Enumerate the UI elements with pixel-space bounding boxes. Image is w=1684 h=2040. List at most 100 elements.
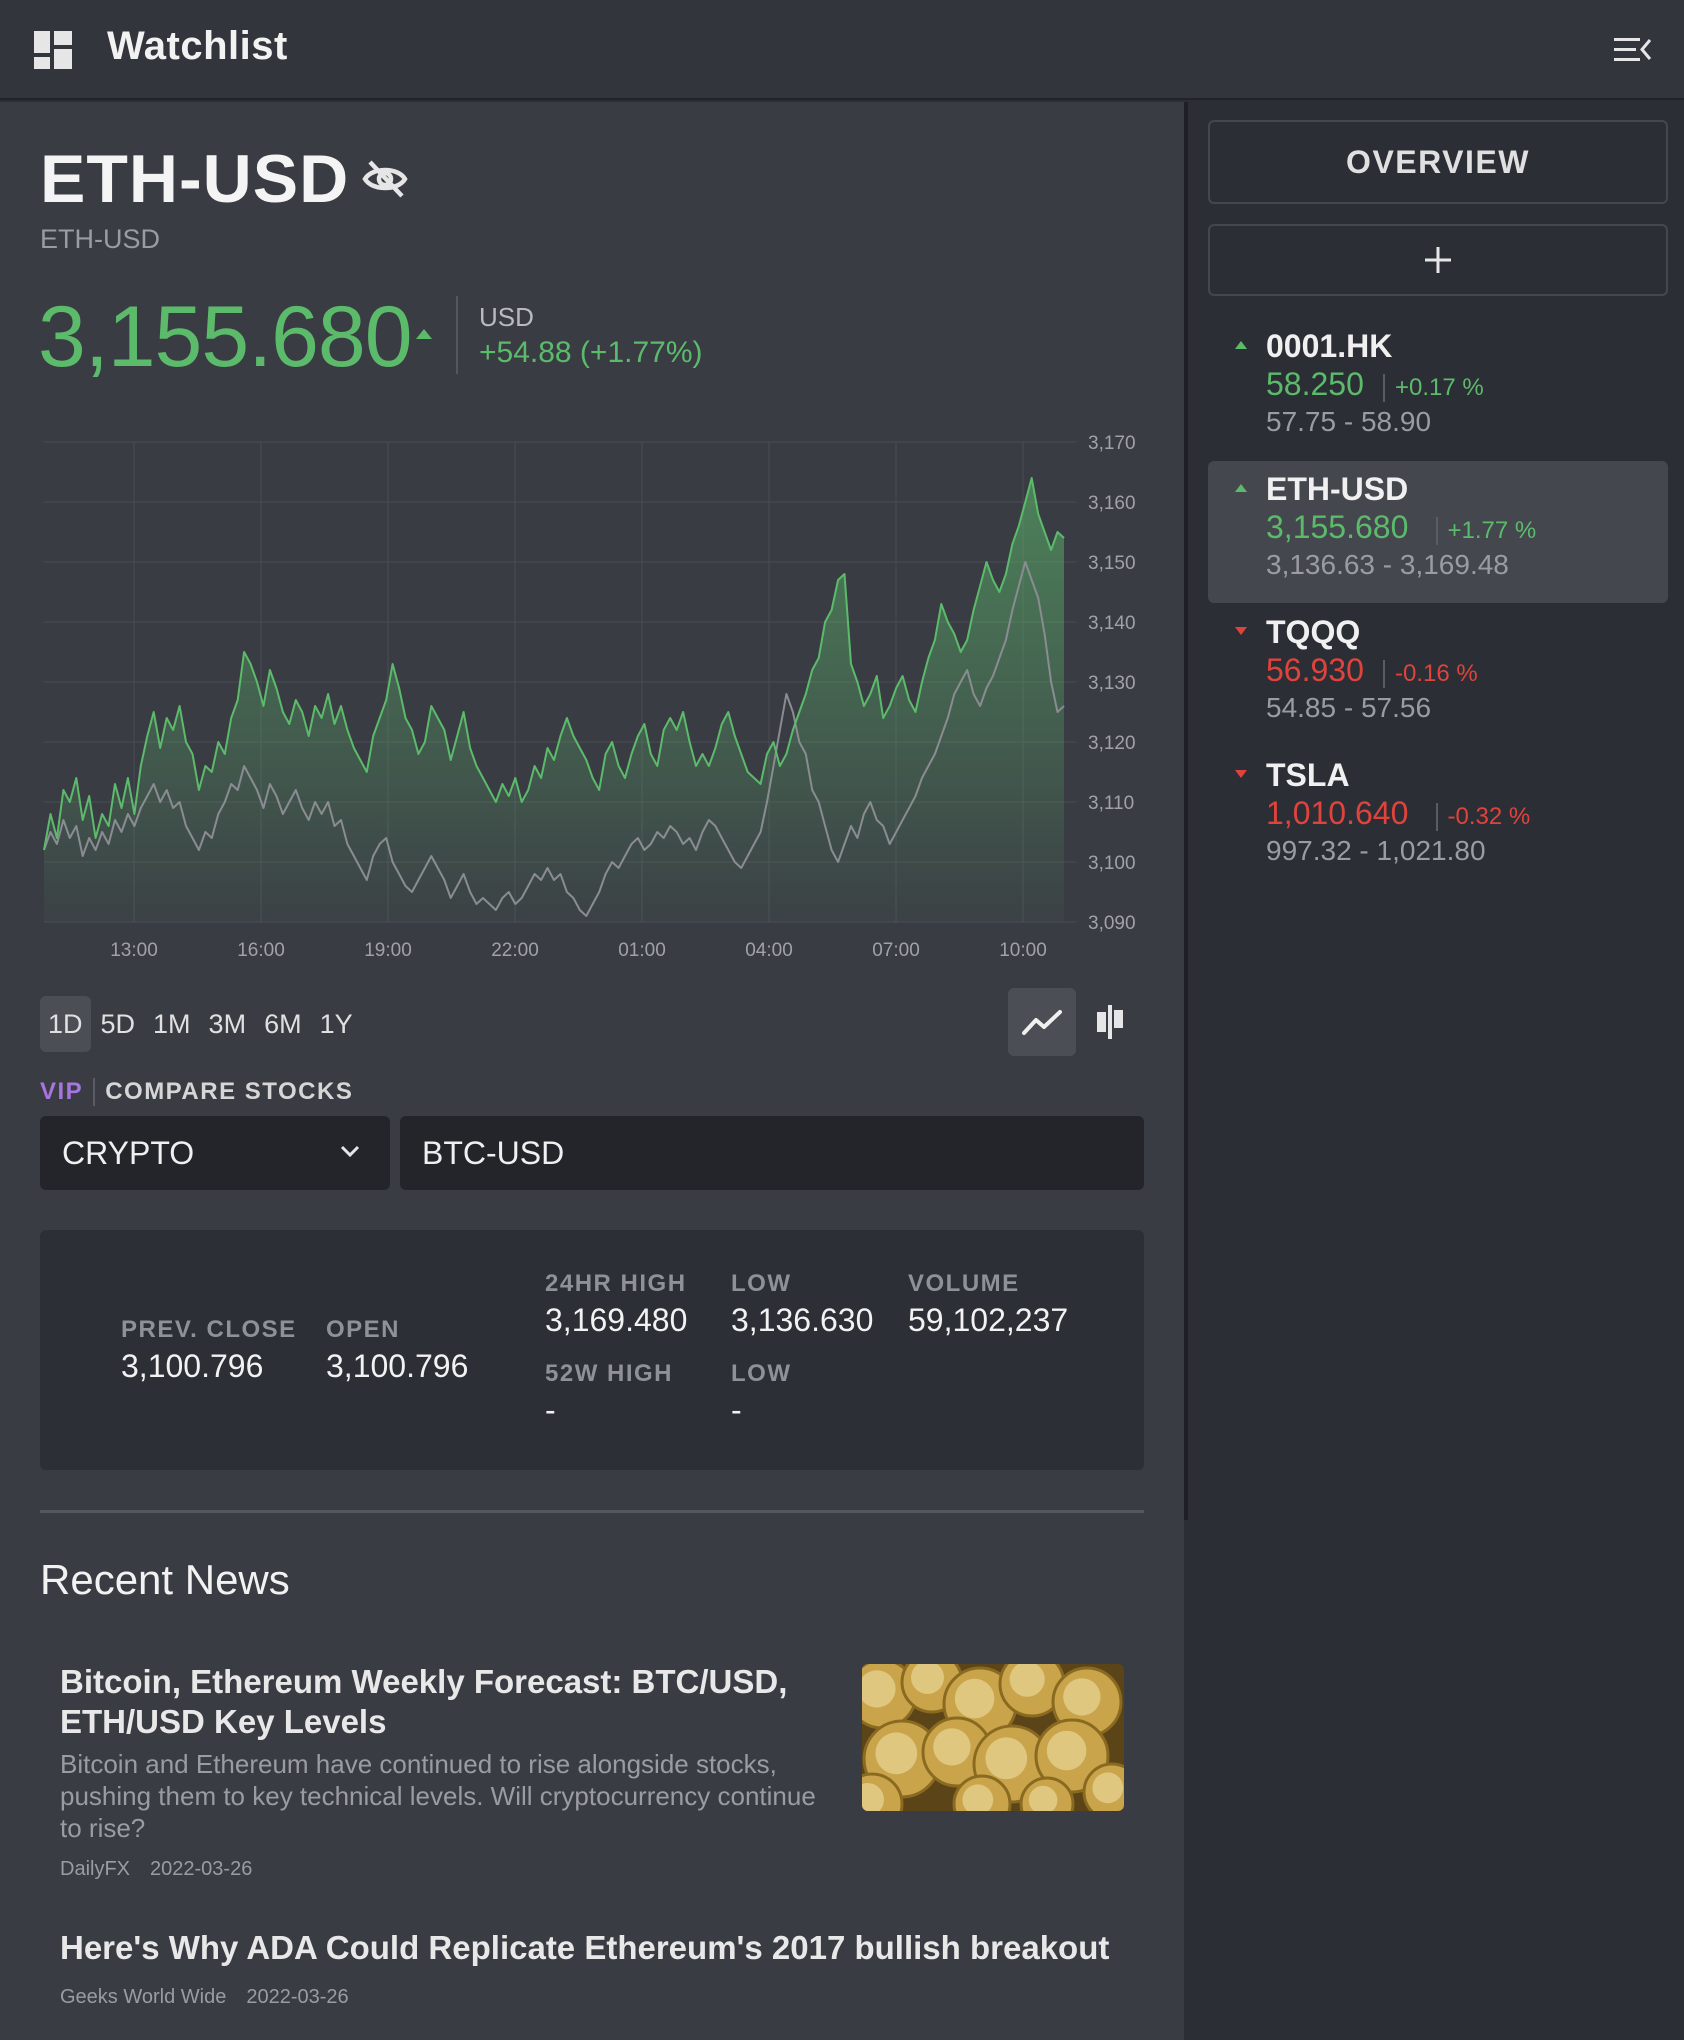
overview-button[interactable]: OVERVIEW bbox=[1208, 120, 1668, 204]
news-item[interactable]: Here's Why ADA Could Replicate Ethereum'… bbox=[60, 1928, 1140, 2009]
range-5d-button[interactable]: 5D bbox=[100, 1008, 136, 1039]
stat-label: 52W HIGH bbox=[545, 1360, 674, 1387]
price-currency: USD bbox=[479, 302, 534, 332]
news-thumbnail[interactable] bbox=[862, 1664, 1124, 1811]
current-price: 3,155.680 bbox=[38, 289, 413, 385]
news-title: Bitcoin, Ethereum Weekly Forecast: BTC/U… bbox=[60, 1663, 788, 1740]
y-tick-label: 3,160 bbox=[1088, 493, 1136, 514]
stat-label: 24HR HIGH bbox=[545, 1270, 687, 1297]
candlestick-chart-button[interactable] bbox=[1076, 988, 1144, 1056]
stat-52w-high: 52W HIGH - bbox=[545, 1360, 673, 1429]
asset-class-select[interactable]: CRYPTO bbox=[40, 1116, 390, 1190]
down-arrow-icon bbox=[1235, 627, 1247, 635]
y-tick-label: 3,110 bbox=[1088, 793, 1134, 814]
symbol-title: ETH-USD bbox=[40, 141, 350, 217]
stat-value: - bbox=[731, 1392, 742, 1428]
vip-badge: VIP bbox=[40, 1078, 84, 1105]
stat-24hr-high: 24HR HIGH 3,169.480 bbox=[545, 1270, 687, 1339]
x-tick-label: 19:00 bbox=[364, 940, 412, 961]
compare-symbol-input[interactable]: BTC-USD bbox=[400, 1116, 1144, 1190]
stat-value: 3,136.630 bbox=[731, 1302, 874, 1338]
stat-value: 59,102,237 bbox=[908, 1302, 1069, 1338]
x-tick-label: 07:00 bbox=[872, 940, 920, 961]
stat-open: OPEN 3,100.796 bbox=[326, 1316, 468, 1385]
news-source: Geeks World Wide bbox=[60, 1986, 227, 2008]
candlestick-icon bbox=[1097, 1005, 1123, 1039]
gold-coins-image bbox=[862, 1664, 1124, 1811]
watchlist-range: 57.75 - 58.90 bbox=[1266, 406, 1432, 437]
watchlist-symbol: 0001.HK bbox=[1266, 328, 1393, 364]
asset-class-value: CRYPTO bbox=[62, 1134, 195, 1171]
range-6m-button[interactable]: 6M bbox=[264, 1008, 302, 1039]
line-chart-button[interactable] bbox=[1008, 988, 1076, 1056]
y-tick-label: 3,100 bbox=[1088, 853, 1136, 874]
chevron-down-icon bbox=[340, 1145, 360, 1158]
price-separator bbox=[456, 296, 458, 374]
range-1y-button[interactable]: 1Y bbox=[319, 1008, 353, 1039]
stat-label: LOW bbox=[731, 1360, 792, 1387]
news-title: Here's Why ADA Could Replicate Ethereum'… bbox=[60, 1929, 1110, 1966]
watchlist-change: +0.17 % bbox=[1383, 374, 1484, 402]
watchlist-price: 1,010.640 bbox=[1266, 795, 1409, 831]
news-meta: Geeks World Wide 2022-03-26 bbox=[60, 1986, 1140, 2009]
news-date: 2022-03-26 bbox=[246, 1986, 349, 2008]
compare-label: COMPARE STOCKS bbox=[105, 1078, 354, 1105]
section-divider bbox=[40, 1510, 1144, 1513]
y-tick-label: 3,130 bbox=[1088, 673, 1136, 694]
watchlist-symbol: TSLA bbox=[1266, 757, 1350, 793]
y-tick-label: 3,090 bbox=[1088, 913, 1136, 934]
range-1m-button[interactable]: 1M bbox=[153, 1008, 191, 1039]
add-symbol-button[interactable] bbox=[1208, 224, 1668, 296]
x-tick-label: 10:00 bbox=[999, 940, 1047, 961]
line-chart-icon bbox=[1022, 1010, 1062, 1035]
news-date: 2022-03-26 bbox=[150, 1858, 253, 1880]
price-up-arrow-icon bbox=[416, 329, 432, 339]
panel-divider bbox=[1184, 102, 1188, 1520]
news-meta: DailyFX 2022-03-26 bbox=[60, 1858, 820, 1881]
watchlist-item[interactable]: TSLA 1,010.640 -0.32 % 997.32 - 1,021.80 bbox=[1208, 747, 1668, 889]
watchlist-symbol: ETH-USD bbox=[1266, 471, 1409, 507]
watchlist-range: 3,136.63 - 3,169.48 bbox=[1266, 549, 1509, 580]
compare-series-line bbox=[43, 561, 1065, 917]
eye-off-icon[interactable] bbox=[362, 158, 408, 200]
range-3m-button[interactable]: 3M bbox=[208, 1008, 247, 1039]
watchlist-item[interactable]: TQQQ 56.930 -0.16 % 54.85 - 57.56 bbox=[1208, 604, 1668, 746]
news-description: Bitcoin and Ethereum have continued to r… bbox=[60, 1749, 816, 1843]
top-bar: Watchlist bbox=[0, 0, 1684, 100]
news-item[interactable]: Bitcoin, Ethereum Weekly Forecast: BTC/U… bbox=[60, 1662, 820, 1881]
stat-label: PREV. CLOSE bbox=[121, 1316, 297, 1343]
stats-panel: PREV. CLOSE 3,100.796 OPEN 3,100.796 24H… bbox=[40, 1230, 1144, 1470]
stat-24hr-low: LOW 3,136.630 bbox=[731, 1270, 873, 1339]
news-heading: Recent News bbox=[40, 1556, 290, 1603]
time-range-selector: 1D 5D 1M 3M 6M 1Y bbox=[40, 996, 361, 1052]
x-tick-label: 04:00 bbox=[745, 940, 793, 961]
watchlist-price: 58.250 bbox=[1266, 366, 1364, 402]
watchlist-change: +1.77 % bbox=[1435, 517, 1536, 545]
stat-label: LOW bbox=[731, 1270, 792, 1297]
stat-label: OPEN bbox=[326, 1316, 401, 1343]
stat-value: - bbox=[545, 1392, 556, 1428]
symbol-subtitle: ETH-USD bbox=[40, 224, 160, 254]
dashboard-icon[interactable] bbox=[34, 31, 72, 69]
y-tick-label: 3,150 bbox=[1088, 553, 1136, 574]
down-arrow-icon bbox=[1235, 770, 1247, 778]
app-title: Watchlist bbox=[107, 24, 288, 68]
price-change: +54.88 (+1.77%) bbox=[479, 336, 703, 369]
watchlist-range: 54.85 - 57.56 bbox=[1266, 692, 1432, 723]
up-arrow-icon bbox=[1235, 341, 1247, 349]
compare-separator bbox=[93, 1078, 96, 1106]
watchlist-price: 56.930 bbox=[1266, 652, 1364, 688]
series-area bbox=[44, 478, 1064, 922]
up-arrow-icon bbox=[1235, 484, 1247, 492]
menu-collapse-icon[interactable] bbox=[1612, 32, 1654, 68]
x-tick-label: 22:00 bbox=[491, 940, 539, 961]
stat-value: 3,100.796 bbox=[121, 1348, 264, 1384]
x-tick-label: 13:00 bbox=[110, 940, 158, 961]
price-chart[interactable]: 3,170 3,160 3,150 3,140 3,130 3,120 3,110 3,100… bbox=[36, 420, 1146, 970]
watchlist-item[interactable]: ETH-USD 3,155.680 +1.77 % 3,136.63 - 3,169.… bbox=[1208, 461, 1668, 603]
range-1d-button[interactable]: 1D bbox=[40, 996, 91, 1052]
plus-icon bbox=[1425, 247, 1451, 273]
stat-label: VOLUME bbox=[908, 1270, 1020, 1297]
watchlist-change: -0.32 % bbox=[1435, 803, 1530, 831]
watchlist-item[interactable]: 0001.HK 58.250 +0.17 % 57.75 - 58.90 bbox=[1208, 318, 1668, 460]
